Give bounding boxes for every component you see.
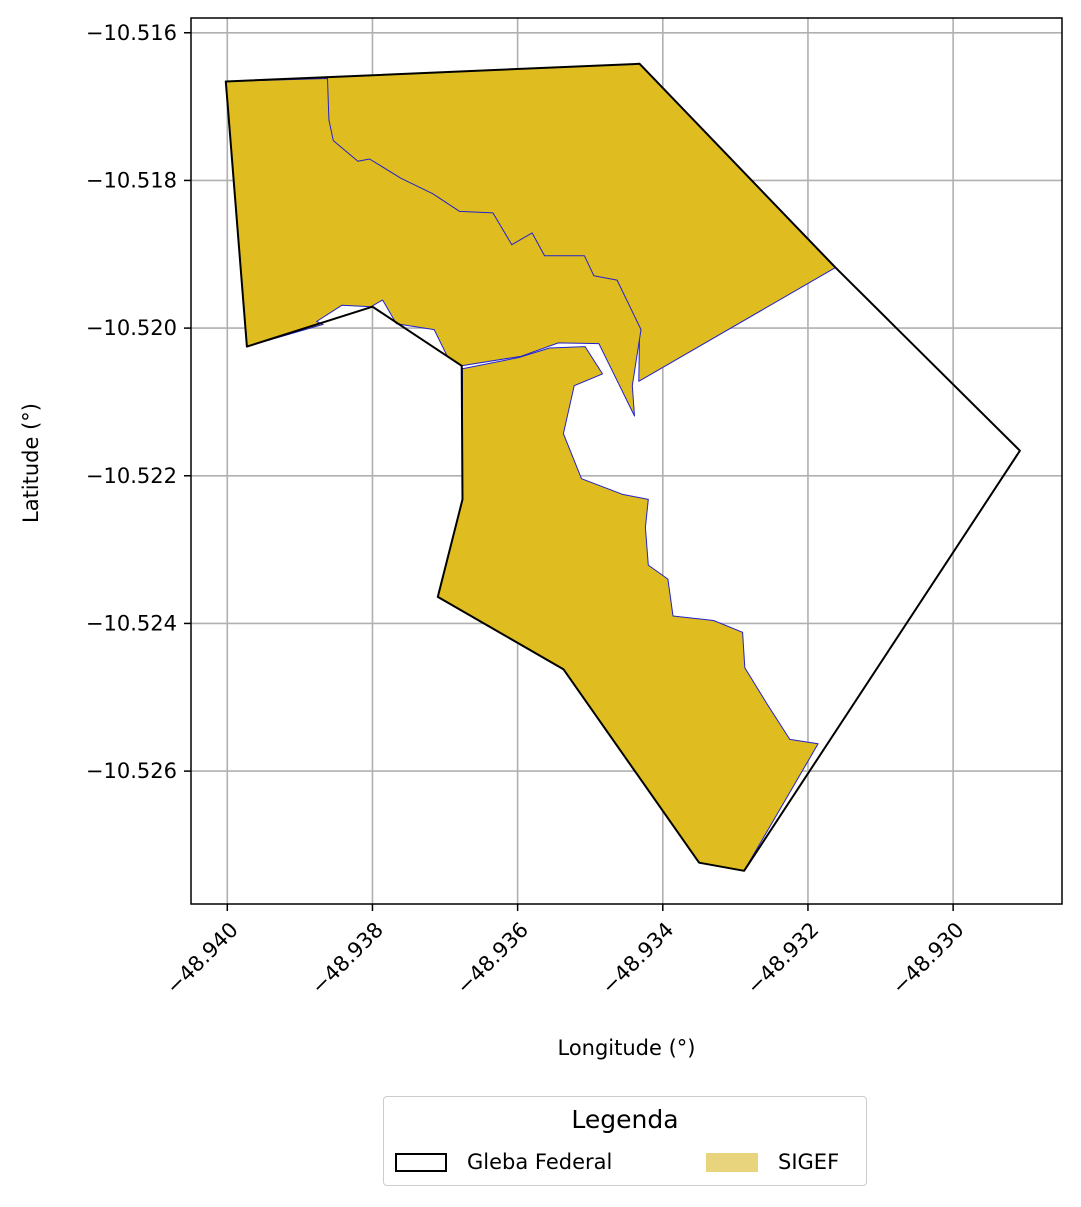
y-axis-ticks: −10.516 −10.518 −10.520 −10.522 −10.524 −10.5… — [86, 21, 191, 783]
y-axis-label: Latitude (°) — [19, 403, 43, 523]
x-tick-label-3: −48.934 — [597, 918, 678, 999]
x-tick-label-1: −48.938 — [307, 918, 388, 999]
legend-swatch-gleba-federal — [395, 1152, 447, 1172]
y-tick-label-1: −10.518 — [86, 168, 177, 192]
plot-frame — [190, 17, 1063, 905]
legend-entry-gleba-federal: Gleba Federal — [395, 1149, 612, 1175]
sigef-polygon-1 — [225, 78, 642, 417]
map-figure: −48.940 −48.938 −48.936 −48.934 −48.932 −48.9… — [19, 17, 1063, 1060]
y-tick-label-5: −10.526 — [86, 759, 177, 783]
y-tick-label-2: −10.520 — [86, 316, 177, 340]
gleba-federal-polygon — [224, 62, 1021, 872]
gleba-federal-outline — [224, 62, 1021, 872]
x-axis-ticks: −48.940 −48.938 −48.936 −48.934 −48.932 −48.9… — [161, 904, 969, 999]
y-tick-label-0: −10.516 — [86, 21, 177, 45]
legend-title: Legenda — [571, 1105, 679, 1134]
legend-label-gleba-federal: Gleba Federal — [467, 1150, 613, 1174]
x-axis-label: Longitude (°) — [557, 1036, 695, 1060]
legend: Legenda Gleba Federal SIGEF — [383, 1096, 867, 1186]
legend-swatch-sigef — [706, 1152, 758, 1172]
x-tick-label-4: −48.932 — [742, 918, 823, 999]
x-tick-label-0: −48.940 — [161, 918, 242, 999]
legend-entry-sigef: SIGEF — [706, 1149, 839, 1175]
y-tick-label-3: −10.522 — [86, 464, 177, 488]
sigef-polygons — [225, 63, 836, 872]
sigef-polygon-2 — [437, 346, 819, 872]
y-tick-label-4: −10.524 — [86, 611, 177, 635]
x-tick-label-2: −48.936 — [452, 918, 533, 999]
legend-label-sigef: SIGEF — [778, 1150, 840, 1174]
x-tick-label-5: −48.930 — [887, 918, 968, 999]
